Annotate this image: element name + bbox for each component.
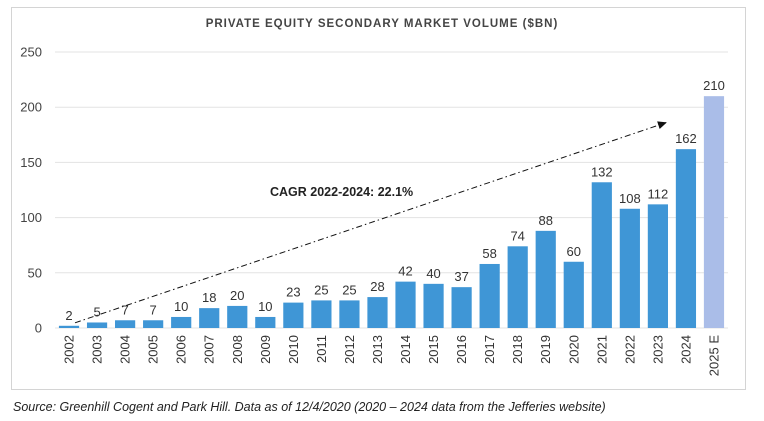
x-tick-label: 2005 xyxy=(146,335,161,364)
data-label: 42 xyxy=(398,264,412,279)
data-label: 58 xyxy=(482,246,496,261)
bar xyxy=(171,316,192,328)
y-tick-label: 200 xyxy=(20,100,42,115)
source-note: Source: Greenhill Cogent and Park Hill. … xyxy=(13,400,606,414)
data-label: 25 xyxy=(342,282,356,297)
cagr-label: CAGR 2022-2024: 22.1% xyxy=(270,185,413,199)
data-label: 88 xyxy=(538,213,552,228)
bar xyxy=(395,281,416,328)
bar xyxy=(423,283,444,328)
data-label: 108 xyxy=(619,191,641,206)
data-label: 37 xyxy=(454,269,468,284)
data-label: 10 xyxy=(258,299,272,314)
x-tick-label: 2016 xyxy=(454,335,469,364)
bar xyxy=(227,305,248,328)
data-label: 112 xyxy=(648,186,669,201)
x-tick-label: 2015 xyxy=(426,335,441,364)
y-tick-label: 150 xyxy=(20,155,42,170)
x-tick-label: 2022 xyxy=(622,335,637,364)
data-label: 162 xyxy=(675,131,697,146)
data-label: 25 xyxy=(314,282,328,297)
data-label: 28 xyxy=(370,279,384,294)
x-tick-label: 2004 xyxy=(118,335,133,364)
data-label: 132 xyxy=(591,164,613,179)
data-label: 23 xyxy=(286,285,300,300)
x-tick-label: 2018 xyxy=(510,335,525,364)
x-tick-label: 2010 xyxy=(286,335,301,364)
data-label: 60 xyxy=(567,244,581,259)
x-tick-label: 2006 xyxy=(174,335,189,364)
data-label: 18 xyxy=(202,290,216,305)
data-label: 74 xyxy=(510,228,524,243)
bar xyxy=(283,302,304,328)
cagr-annotation: CAGR 2022-2024: 22.1% xyxy=(74,121,667,324)
bar xyxy=(479,263,500,328)
data-label: 20 xyxy=(230,288,244,303)
x-tick-label: 2012 xyxy=(342,335,357,364)
bar xyxy=(563,261,584,328)
bar xyxy=(367,297,388,328)
y-tick-label: 0 xyxy=(35,321,42,336)
chart-title: PRIVATE EQUITY SECONDARY MARKET VOLUME (… xyxy=(206,18,559,30)
data-label: 2 xyxy=(65,308,72,323)
x-tick-label: 2009 xyxy=(258,335,273,364)
bar xyxy=(675,149,697,328)
bar xyxy=(339,300,360,328)
bar xyxy=(647,204,668,328)
bar xyxy=(143,320,164,328)
bar xyxy=(86,322,108,328)
bar xyxy=(115,320,136,328)
x-tick-label: 2002 xyxy=(62,335,77,364)
x-tick-label: 2014 xyxy=(398,335,413,364)
bar xyxy=(535,230,556,328)
data-label: 10 xyxy=(174,299,188,314)
bar xyxy=(311,300,332,328)
y-tick-label: 100 xyxy=(20,210,42,225)
bar xyxy=(619,208,640,328)
x-tick-label: 2024 xyxy=(678,335,693,364)
bars xyxy=(58,96,725,328)
bar-chart: PRIVATE EQUITY SECONDARY MARKET VOLUME (… xyxy=(20,18,728,377)
y-tick-label: 50 xyxy=(28,265,42,280)
bar xyxy=(199,308,220,328)
x-tick-label: 2008 xyxy=(230,335,245,364)
x-tick-label: 2021 xyxy=(594,335,609,364)
x-tick-label: 2019 xyxy=(538,335,553,364)
x-tick-label: 2007 xyxy=(202,335,217,364)
gridlines xyxy=(55,51,728,329)
y-tick-label: 250 xyxy=(20,45,42,60)
x-tick-label: 2020 xyxy=(566,335,581,364)
x-axis: 2002 2003 2004 2005 2006 2007 2008 2009 2010 2011… xyxy=(62,335,722,377)
x-tick-label: 2023 xyxy=(650,335,665,364)
data-label: 40 xyxy=(426,266,440,281)
bar xyxy=(255,316,276,328)
x-tick-label: 2017 xyxy=(482,335,497,364)
x-tick-label: 2011 xyxy=(314,335,329,363)
x-tick-label: 2025 E xyxy=(706,335,721,377)
data-label: 7 xyxy=(150,302,157,317)
bar xyxy=(451,287,472,328)
bar xyxy=(703,96,725,328)
data-label: 7 xyxy=(121,302,128,317)
data-label: 5 xyxy=(93,304,100,319)
bar xyxy=(591,182,612,328)
x-tick-label: 2003 xyxy=(90,335,105,364)
data-label: 210 xyxy=(703,78,725,93)
cagr-arrow xyxy=(74,121,667,324)
x-tick-label: 2013 xyxy=(370,335,385,364)
bar xyxy=(58,325,80,328)
y-axis: 0 50 100 150 200 250 xyxy=(20,45,42,336)
bar xyxy=(507,246,528,328)
